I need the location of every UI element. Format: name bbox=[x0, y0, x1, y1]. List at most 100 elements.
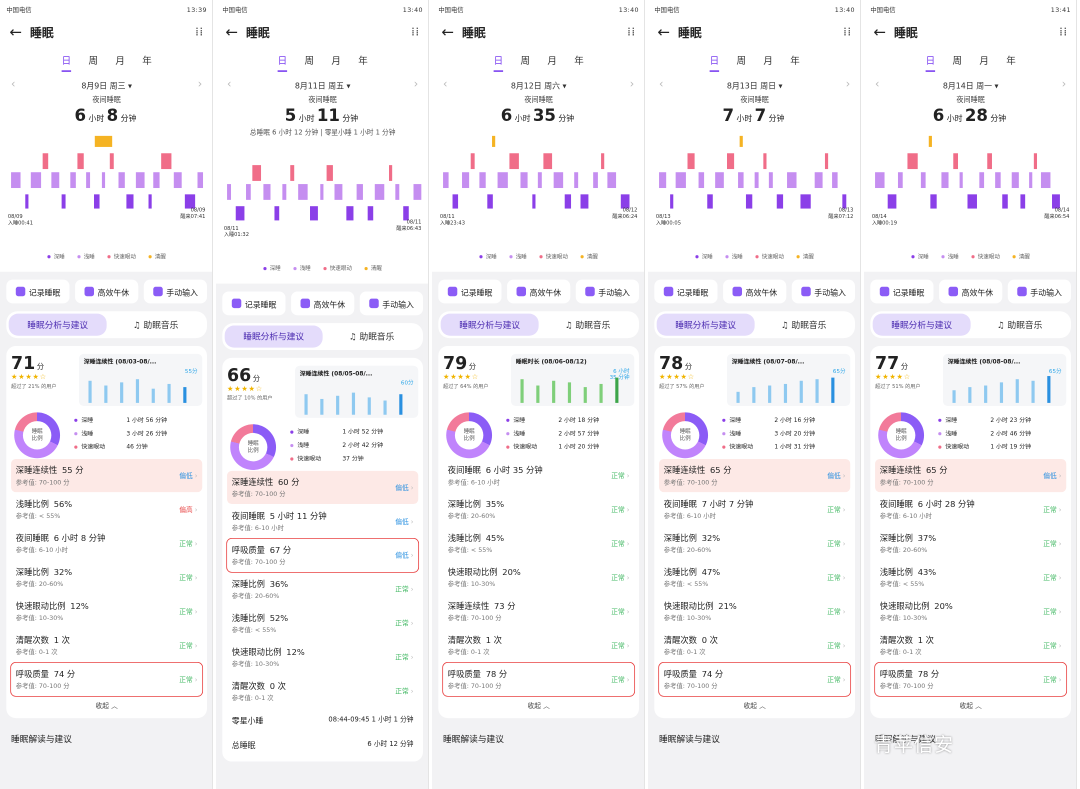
tab-year[interactable]: 年 bbox=[142, 55, 152, 67]
nap-button[interactable]: 高效午休 bbox=[507, 279, 571, 304]
date-selector[interactable]: 8月12日 周六 ▾ bbox=[511, 79, 567, 91]
metric-row[interactable]: 深睡比例 32% 参考值: 20-60% 正常 bbox=[11, 561, 202, 594]
tab-week[interactable]: 周 bbox=[736, 55, 746, 67]
more-icon[interactable]: ⁞⁞ bbox=[627, 26, 636, 39]
date-selector[interactable]: 8月11日 周五 ▾ bbox=[295, 79, 351, 91]
back-arrow-icon[interactable]: ← bbox=[225, 23, 239, 42]
metric-row[interactable]: 夜间睡眠 6 小时 35 分钟 参考值: 6-10 小时 正常 bbox=[443, 459, 634, 492]
tab-sleep-analysis[interactable]: 睡眠分析与建议 bbox=[656, 313, 755, 336]
metric-row[interactable]: 深睡连续性 55 分参考值: 70-100 分 偏低 bbox=[11, 458, 203, 493]
metric-row[interactable]: 夜间睡眠 7 小时 7 分钟 参考值: 6-10 小时 正常 bbox=[659, 493, 850, 526]
tab-sleep-music[interactable]: ♫ 助眠音乐 bbox=[539, 314, 637, 336]
tab-day[interactable]: 日 bbox=[709, 54, 720, 72]
tab-sleep-music[interactable]: ♫ 助眠音乐 bbox=[755, 314, 853, 336]
record-sleep-button[interactable]: 记录睡眠 bbox=[6, 279, 70, 304]
metric-row[interactable]: 清醒次数 1 次参考值: 0-1 次 正常 bbox=[875, 629, 1066, 662]
record-sleep-button[interactable]: 记录睡眠 bbox=[222, 291, 286, 316]
prev-day-icon[interactable]: ‹ bbox=[11, 78, 16, 91]
date-selector[interactable]: 8月13日 周日 ▾ bbox=[727, 79, 783, 91]
record-sleep-button[interactable]: 记录睡眠 bbox=[870, 279, 934, 304]
nap-button[interactable]: 高效午休 bbox=[723, 279, 787, 304]
tab-month[interactable]: 月 bbox=[331, 55, 341, 67]
tab-year[interactable]: 年 bbox=[1006, 55, 1016, 67]
metric-row[interactable]: 深睡连续性 65 分参考值: 70-100 分 偏低 bbox=[875, 458, 1067, 493]
manual-input-button[interactable]: 手动输入 bbox=[1007, 279, 1071, 304]
next-day-icon[interactable]: › bbox=[845, 78, 851, 91]
next-day-icon[interactable]: › bbox=[197, 78, 203, 91]
tab-week[interactable]: 周 bbox=[304, 55, 314, 67]
trend-mini-chart[interactable]: 深睡连续性 (08/05-08/... 60分 bbox=[295, 365, 419, 418]
metric-row[interactable]: 深睡连续性 65 分参考值: 70-100 分 偏低 bbox=[659, 458, 851, 493]
metric-row[interactable]: 深睡比例 36% 参考值: 20-60% 正常 bbox=[227, 573, 418, 606]
tab-sleep-music[interactable]: ♫ 助眠音乐 bbox=[107, 314, 205, 336]
metric-row[interactable]: 浅睡比例 56% 参考值: < 55% 偏高 bbox=[11, 493, 202, 526]
prev-day-icon[interactable]: ‹ bbox=[443, 78, 448, 91]
metric-row[interactable]: 清醒次数 0 次参考值: 0-1 次 正常 bbox=[659, 629, 850, 662]
collapse-button[interactable]: 收起 ︿ bbox=[95, 702, 118, 711]
tab-week[interactable]: 周 bbox=[952, 55, 962, 67]
manual-input-button[interactable]: 手动输入 bbox=[791, 279, 855, 304]
metric-row[interactable]: 浅睡比例 52% 参考值: < 55% 正常 bbox=[227, 607, 418, 640]
next-day-icon[interactable]: › bbox=[413, 78, 419, 91]
trend-mini-chart[interactable]: 睡眠时长 (08/06-08/12) 6 小时 35 分钟 bbox=[511, 353, 635, 407]
metric-row[interactable]: 快速眼动比例 12% 参考值: 10-30% 正常 bbox=[11, 595, 202, 628]
manual-input-button[interactable]: 手动输入 bbox=[359, 291, 423, 316]
metric-row[interactable]: 呼吸质量 67 分参考值: 70-100 分 偏低 bbox=[226, 537, 420, 573]
metric-row[interactable]: 清醒次数 1 次参考值: 0-1 次 正常 bbox=[11, 629, 202, 662]
tab-year[interactable]: 年 bbox=[790, 55, 800, 67]
more-icon[interactable]: ⁞⁞ bbox=[843, 26, 852, 39]
metric-row[interactable]: 呼吸质量 78 分参考值: 70-100 分 正常 bbox=[442, 662, 636, 697]
next-day-icon[interactable]: › bbox=[1061, 78, 1067, 91]
collapse-button[interactable]: 收起 ︿ bbox=[527, 702, 550, 711]
tab-day[interactable]: 日 bbox=[493, 54, 504, 72]
metric-row[interactable]: 夜间睡眠 6 小时 8 分钟 参考值: 6-10 小时 正常 bbox=[11, 527, 202, 560]
tab-sleep-music[interactable]: ♫ 助眠音乐 bbox=[971, 314, 1069, 336]
metric-row[interactable]: 呼吸质量 74 分参考值: 70-100 分 正常 bbox=[10, 662, 204, 697]
tab-week[interactable]: 周 bbox=[520, 55, 530, 67]
back-arrow-icon[interactable]: ← bbox=[9, 23, 23, 42]
nap-button[interactable]: 高效午休 bbox=[75, 279, 139, 304]
tab-month[interactable]: 月 bbox=[763, 55, 773, 67]
prev-day-icon[interactable]: ‹ bbox=[659, 78, 664, 91]
metric-row[interactable]: 深睡比例 35% 参考值: 20-60% 正常 bbox=[443, 493, 634, 526]
metric-row[interactable]: 浅睡比例 43% 参考值: < 55% 正常 bbox=[875, 561, 1066, 594]
back-arrow-icon[interactable]: ← bbox=[657, 23, 671, 42]
prev-day-icon[interactable]: ‹ bbox=[227, 78, 232, 91]
tab-day[interactable]: 日 bbox=[61, 54, 72, 72]
prev-day-icon[interactable]: ‹ bbox=[875, 78, 880, 91]
tab-day[interactable]: 日 bbox=[925, 54, 936, 72]
metric-row[interactable]: 快速眼动比例 12% 参考值: 10-30% 正常 bbox=[227, 641, 418, 674]
tab-sleep-analysis[interactable]: 睡眠分析与建议 bbox=[440, 313, 539, 336]
metric-row[interactable]: 深睡比例 32% 参考值: 20-60% 正常 bbox=[659, 527, 850, 560]
date-selector[interactable]: 8月14日 周一 ▾ bbox=[943, 79, 999, 91]
back-arrow-icon[interactable]: ← bbox=[441, 23, 455, 42]
tab-sleep-analysis[interactable]: 睡眠分析与建议 bbox=[224, 325, 323, 348]
record-sleep-button[interactable]: 记录睡眠 bbox=[438, 279, 502, 304]
metric-row[interactable]: 深睡连续性 60 分参考值: 70-100 分 偏低 bbox=[227, 470, 419, 505]
metric-row[interactable]: 夜间睡眠 6 小时 28 分钟 参考值: 6-10 小时 正常 bbox=[875, 493, 1066, 526]
tab-month[interactable]: 月 bbox=[979, 55, 989, 67]
record-sleep-button[interactable]: 记录睡眠 bbox=[654, 279, 718, 304]
nap-button[interactable]: 高效午休 bbox=[291, 291, 355, 316]
metric-row[interactable]: 夜间睡眠 5 小时 11 分钟 参考值: 6-10 小时 偏低 bbox=[227, 505, 418, 538]
more-icon[interactable]: ⁞⁞ bbox=[195, 26, 204, 39]
collapse-button[interactable]: 收起 ︿ bbox=[959, 702, 982, 711]
tab-week[interactable]: 周 bbox=[88, 55, 98, 67]
metric-row[interactable]: 清醒次数 0 次参考值: 0-1 次 正常 bbox=[227, 675, 418, 708]
trend-mini-chart[interactable]: 深睡连续性 (08/08-08/... 65分 bbox=[943, 353, 1067, 407]
metric-row[interactable]: 呼吸质量 74 分参考值: 70-100 分 正常 bbox=[658, 662, 852, 697]
tab-month[interactable]: 月 bbox=[115, 55, 125, 67]
metric-row[interactable]: 呼吸质量 78 分参考值: 70-100 分 正常 bbox=[874, 662, 1068, 697]
date-selector[interactable]: 8月9日 周三 ▾ bbox=[81, 79, 132, 91]
metric-row[interactable]: 深睡比例 37% 参考值: 20-60% 正常 bbox=[875, 527, 1066, 560]
tab-sleep-analysis[interactable]: 睡眠分析与建议 bbox=[8, 313, 107, 336]
manual-input-button[interactable]: 手动输入 bbox=[143, 279, 207, 304]
manual-input-button[interactable]: 手动输入 bbox=[575, 279, 639, 304]
metric-row[interactable]: 浅睡比例 47% 参考值: < 55% 正常 bbox=[659, 561, 850, 594]
tab-sleep-music[interactable]: ♫ 助眠音乐 bbox=[323, 325, 421, 347]
tab-day[interactable]: 日 bbox=[277, 54, 288, 72]
metric-row[interactable]: 深睡连续性 73 分参考值: 70-100 分 正常 bbox=[443, 595, 634, 628]
metric-row[interactable]: 快速眼动比例 20% 参考值: 10-30% 正常 bbox=[443, 561, 634, 594]
more-icon[interactable]: ⁞⁞ bbox=[411, 26, 420, 39]
tab-year[interactable]: 年 bbox=[574, 55, 584, 67]
